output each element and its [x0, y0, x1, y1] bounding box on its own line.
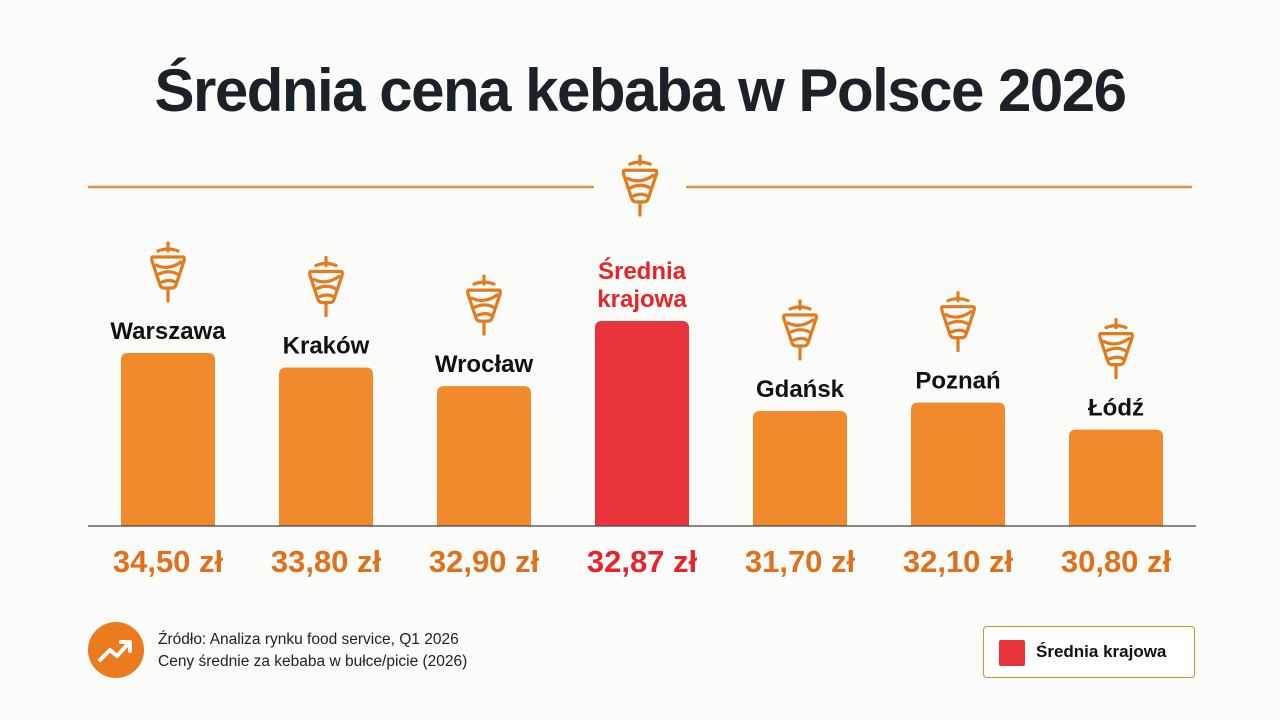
- bar-group: Średnia krajowa 32,87 zł: [587, 257, 698, 579]
- value-label: 32,10 zł: [903, 544, 1014, 579]
- bar-group: Wrocław 32,90 zł: [429, 274, 540, 579]
- legend-label: Średnia krajowa: [1036, 642, 1167, 661]
- bar: [753, 410, 847, 526]
- bar-label: Kraków: [283, 332, 370, 359]
- source-line-1: Źródło: Analiza rynku food service, Q1 2…: [158, 631, 459, 648]
- bar: [121, 353, 215, 526]
- bar-label: Średnia krajowa: [597, 257, 687, 313]
- kebab-spit-icon: [150, 241, 186, 303]
- bar-label: Wrocław: [435, 351, 534, 378]
- value-label: 32,90 zł: [429, 544, 540, 579]
- bar: [911, 402, 1005, 526]
- bar-label: Poznań: [915, 368, 1000, 395]
- kebab-spit-icon: [621, 154, 659, 217]
- kebab-spit-icon: [1098, 317, 1134, 380]
- chart-title: Średnia cena kebaba w Polsce 2026: [154, 57, 1127, 124]
- chart-legend: Średnia krajowa: [983, 626, 1195, 678]
- trend-up-icon: [88, 622, 144, 678]
- legend-swatch: [999, 640, 1025, 666]
- bar-label: Gdańsk: [756, 376, 845, 403]
- bar-group: Kraków 33,80 zł: [271, 255, 382, 579]
- value-label: 31,70 zł: [745, 544, 856, 579]
- bar: [437, 386, 531, 526]
- value-label: 33,80 zł: [271, 544, 382, 579]
- bar-group: Łódź 30,80 zł: [1061, 317, 1172, 579]
- bar-label: Warszawa: [110, 318, 226, 345]
- bar: [279, 367, 373, 526]
- value-label: 34,50 zł: [113, 544, 224, 579]
- bar-group: Poznań 32,10 zł: [903, 291, 1014, 579]
- bar: [595, 321, 689, 526]
- kebab-spit-icon: [621, 154, 659, 217]
- kebab-spit-icon: [782, 299, 818, 361]
- kebab-spit-icon: [308, 255, 344, 318]
- bar: [1069, 429, 1163, 526]
- bar-chart: Warszawa 34,50 zł Kraków 33,80 zł Wrocław 32,…: [88, 154, 1196, 579]
- source-line-2: Ceny średnie za kebaba w bułce/picie (20…: [158, 653, 468, 670]
- header-divider: [88, 154, 1192, 217]
- value-label: 30,80 zł: [1061, 544, 1172, 579]
- bar-label: Łódź: [1088, 395, 1144, 422]
- bar-group: Gdańsk 31,70 zł: [745, 299, 856, 579]
- kebab-spit-icon: [466, 274, 502, 336]
- bars-group: Warszawa 34,50 zł Kraków 33,80 zł Wrocław 32,…: [110, 241, 1172, 579]
- bar-group: Warszawa 34,50 zł: [110, 241, 226, 579]
- kebab-spit-icon: [940, 291, 976, 353]
- source-note: Źródło: Analiza rynku food service, Q1 2…: [88, 622, 568, 682]
- value-label: 32,87 zł: [587, 544, 698, 579]
